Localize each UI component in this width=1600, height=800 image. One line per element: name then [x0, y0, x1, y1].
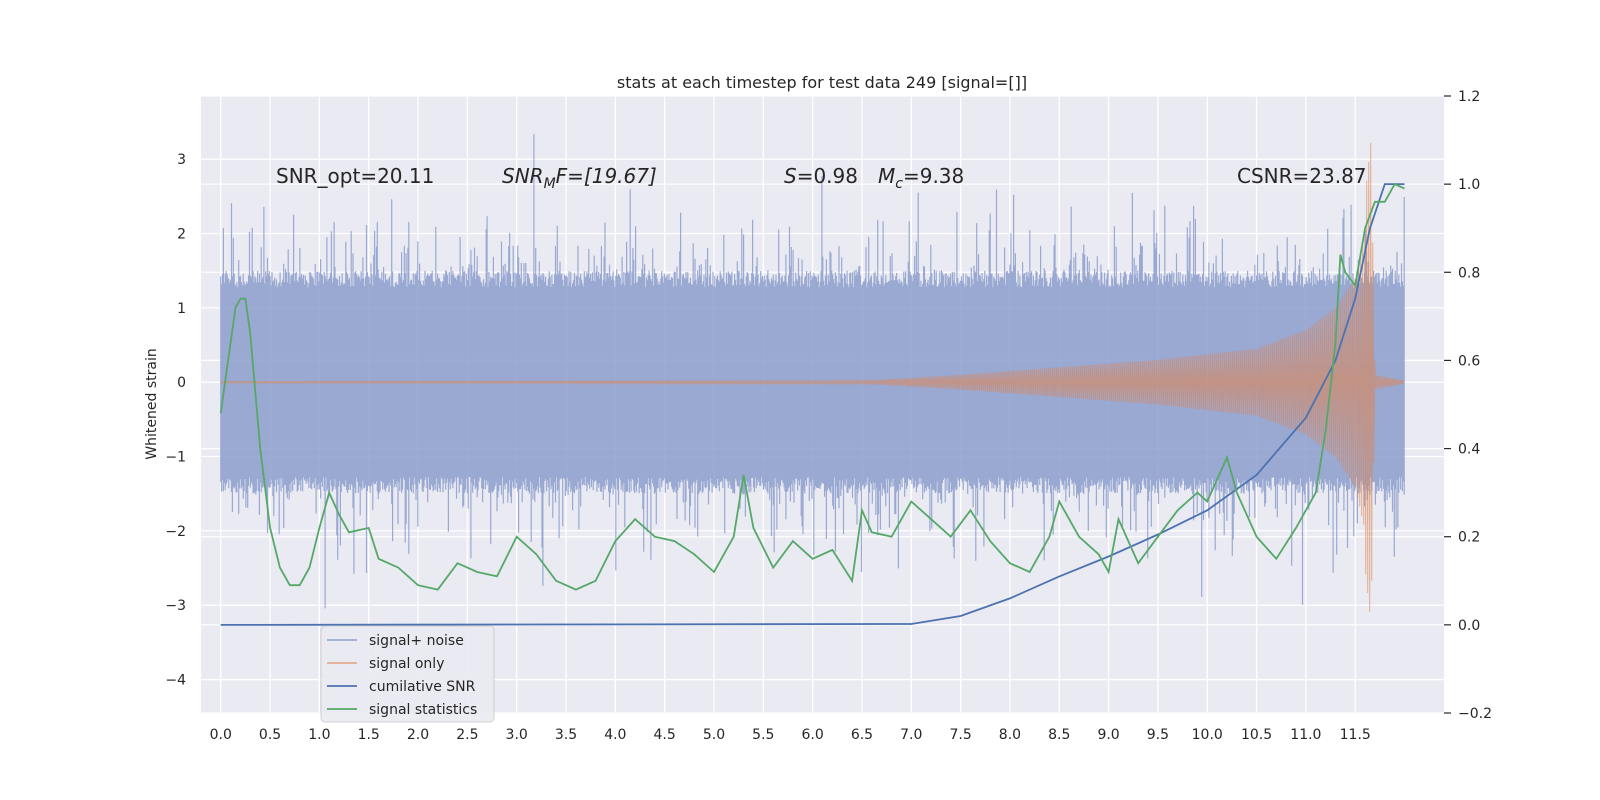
series-signal-statistics	[219, 182, 1405, 591]
annotation-snr-mf: SNRMF=[19.67]	[502, 164, 657, 192]
legend-box	[320, 625, 495, 723]
chart-title: stats at each timestep for test data 249…	[617, 73, 1027, 92]
x-tick-label: 0.5	[259, 727, 281, 743]
annotation-csnr: CSNR=23.87	[1237, 164, 1367, 188]
y2-tick-labels: 1.2 1.0 0.8 0.6 0.4 0.2 0.0 −0.2	[1444, 89, 1492, 722]
y2-tick-label: 0.6	[1458, 353, 1480, 369]
x-tick-label: 11.0	[1290, 727, 1321, 743]
y2-tick-label: 1.0	[1458, 177, 1480, 193]
y2-tick-label: −0.2	[1458, 706, 1492, 722]
legend-label-cumulative-snr: cumilative SNR	[369, 679, 476, 695]
x-tick-label: 9.0	[1097, 727, 1119, 743]
x-tick-label: 1.5	[358, 727, 380, 743]
x-tick-label: 3.5	[555, 727, 577, 743]
legend-label-signal-noise: signal+ noise	[369, 633, 464, 649]
annotations: SNR_opt=20.11 SNRMF=[19.67] S=0.98 Mc=9.3…	[276, 164, 1367, 192]
x-tick-label: 2.0	[407, 727, 429, 743]
legend-label-signal-only: signal only	[369, 656, 444, 672]
x-tick-label: 8.0	[999, 727, 1021, 743]
x-tick-label: 7.0	[900, 727, 922, 743]
x-tick-label: 9.5	[1147, 727, 1169, 743]
annotation-s-mc: S=0.98 Mc=9.38	[784, 164, 964, 192]
y-tick-label: 2	[177, 227, 186, 243]
annotation-snr-opt: SNR_opt=20.11	[276, 164, 434, 188]
y-tick-label: −4	[165, 673, 186, 689]
x-tick-label: 4.5	[654, 727, 676, 743]
x-tick-labels: 0.0 0.5 1.0 1.5 2.0 2.5 3.0 3.5 4.0 4.5 5.0 5.5 6.0 6…	[210, 727, 1371, 743]
x-tick-label: 6.5	[851, 727, 873, 743]
y-tick-label: −3	[165, 598, 186, 614]
legend: signal+ noise signal only cumilative SNR…	[320, 625, 495, 723]
x-tick-label: 1.0	[308, 727, 330, 743]
y2-tick-label: 1.2	[1458, 89, 1480, 105]
y-tick-label: 1	[177, 301, 186, 317]
y-tick-labels: 3 2 1 0 −1 −2 −3 −4	[165, 152, 186, 688]
y2-tick-label: 0.2	[1458, 530, 1480, 546]
x-tick-label: 6.0	[802, 727, 824, 743]
series-signal-only	[220, 143, 1405, 612]
x-tick-label: 10.0	[1192, 727, 1223, 743]
x-tick-label: 5.0	[703, 727, 725, 743]
y2-tick-label: 0.4	[1458, 442, 1480, 458]
x-tick-label: 7.5	[949, 727, 971, 743]
x-tick-label: 4.0	[604, 727, 626, 743]
y-tick-label: 3	[177, 152, 186, 168]
x-tick-label: 10.5	[1241, 727, 1272, 743]
y2-tick-label: 0.0	[1458, 618, 1480, 634]
y-tick-label: 0	[177, 375, 186, 391]
legend-label-signal-statistics: signal statistics	[369, 702, 477, 718]
x-tick-label: 2.5	[456, 727, 478, 743]
x-tick-label: 11.5	[1340, 727, 1371, 743]
y-axis-label: Whitened strain	[144, 348, 160, 459]
x-tick-label: 0.0	[210, 727, 232, 743]
y-tick-label: −2	[165, 524, 186, 540]
y2-tick-label: 0.8	[1458, 265, 1480, 281]
series-cumulative-snr	[220, 183, 1405, 626]
y-tick-label: −1	[165, 450, 186, 466]
x-tick-label: 5.5	[752, 727, 774, 743]
x-tick-label: 3.0	[506, 727, 528, 743]
x-tick-label: 8.5	[1048, 727, 1070, 743]
